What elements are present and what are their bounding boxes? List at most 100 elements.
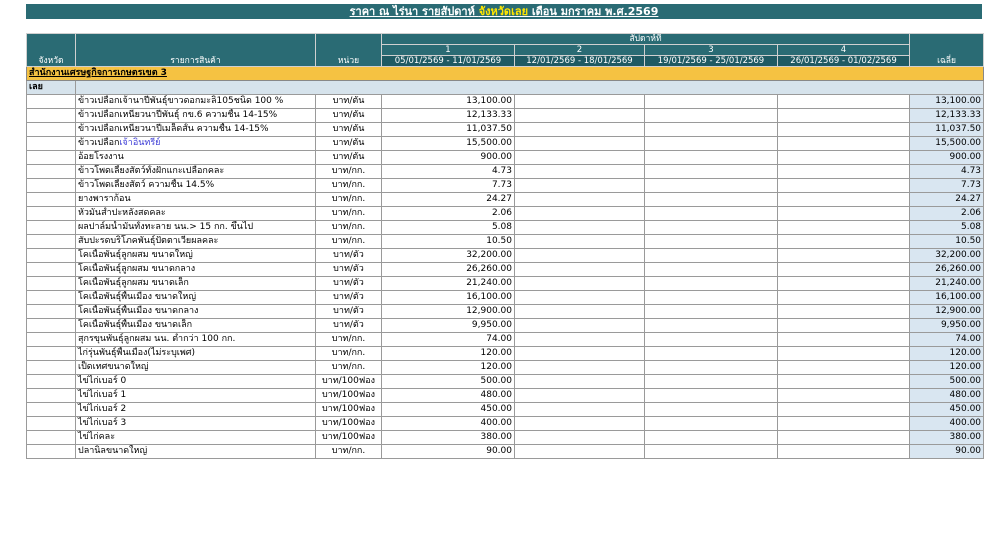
- unit-cell: บาท/ตัน: [315, 136, 382, 151]
- week3-cell: [644, 276, 778, 291]
- unit-cell: บาท/ตัน: [315, 122, 382, 137]
- header-week-range: 12/01/2569 - 18/01/2569: [514, 55, 645, 67]
- unit-cell: บาท/กก.: [315, 346, 382, 361]
- table-row: ไข่ไก่เบอร์ 1 บาท/100ฟอง 480.00 480.00: [26, 388, 985, 403]
- item-cell: ยางพาราก้อน: [75, 192, 316, 207]
- week2-cell: [514, 178, 645, 193]
- week4-cell: [776, 332, 911, 347]
- table-row: ข้าวโพดเลี้ยงสัตว์ทั้งฝักแกะเปลือกคละ บาท…: [26, 164, 985, 179]
- average-cell: 9,950.00: [909, 318, 985, 333]
- week2-cell: [514, 346, 645, 361]
- week2-cell: [514, 150, 645, 165]
- week1-cell: 74.00: [381, 332, 515, 347]
- average-cell: 16,100.00: [909, 290, 985, 305]
- week3-cell: [644, 206, 778, 221]
- week2-cell: [514, 430, 645, 445]
- average-cell: 5.08: [909, 220, 985, 235]
- province-cell: [26, 206, 76, 221]
- week2-cell: [514, 192, 645, 207]
- province-cell: [26, 360, 76, 375]
- table-row: ไก่รุ่นพันธุ์พื้นเมือง(ไม่ระบุเพศ) บาท/กก…: [26, 346, 985, 361]
- unit-cell: บาท/ตัว: [315, 290, 382, 305]
- week4-cell: [776, 248, 911, 263]
- week4-cell: [776, 416, 911, 431]
- week1-cell: 12,900.00: [381, 304, 515, 319]
- average-cell: 900.00: [909, 150, 985, 165]
- week4-cell: [776, 164, 911, 179]
- average-cell: 15,500.00: [909, 136, 985, 151]
- week1-cell: 450.00: [381, 402, 515, 417]
- week3-cell: [644, 290, 778, 305]
- week4-cell: [776, 150, 911, 165]
- week2-cell: [514, 304, 645, 319]
- week2-cell: [514, 248, 645, 263]
- unit-cell: บาท/100ฟอง: [315, 374, 382, 389]
- province-cell: [26, 164, 76, 179]
- table-row: โคเนื้อพันธุ์พื้นเมือง ขนาดใหญ่ บาท/ตัว 16…: [26, 290, 985, 305]
- week3-cell: [644, 360, 778, 375]
- week4-cell: [776, 430, 911, 445]
- province-cell: [26, 430, 76, 445]
- province-spacer: [74, 80, 985, 95]
- week4-cell: [776, 388, 911, 403]
- title-province: จังหวัดเลย: [478, 5, 529, 18]
- table-row: อ้อยโรงงาน บาท/ตัน 900.00 900.00: [26, 150, 985, 165]
- week3-cell: [644, 346, 778, 361]
- average-cell: 400.00: [909, 416, 985, 431]
- average-cell: 12,133.33: [909, 108, 985, 123]
- table-row: โคเนื้อพันธุ์ลูกผสม ขนาดเล็ก บาท/ตัว 21,24…: [26, 276, 985, 291]
- week1-cell: 9,950.00: [381, 318, 515, 333]
- average-cell: 12,900.00: [909, 304, 985, 319]
- province-cell: [26, 136, 76, 151]
- week4-cell: [776, 402, 911, 417]
- unit-cell: บาท/ตัว: [315, 276, 382, 291]
- week1-cell: 11,037.50: [381, 122, 515, 137]
- average-cell: 120.00: [909, 346, 985, 361]
- week4-cell: [776, 276, 911, 291]
- week2-cell: [514, 276, 645, 291]
- table-row: ปลานิลขนาดใหญ่ บาท/กก. 90.00 90.00: [26, 444, 985, 459]
- header-week-num: 2: [514, 44, 645, 56]
- unit-cell: บาท/100ฟอง: [315, 402, 382, 417]
- week2-cell: [514, 164, 645, 179]
- table-row: สุกรขุนพันธุ์ลูกผสม นน. ต่ำกว่า 100 กก. บ…: [26, 332, 985, 347]
- header-province: จังหวัด: [26, 33, 76, 67]
- week4-cell: [776, 346, 911, 361]
- week3-cell: [644, 220, 778, 235]
- item-cell: ปลานิลขนาดใหญ่: [75, 444, 316, 459]
- average-cell: 21,240.00: [909, 276, 985, 291]
- week1-cell: 21,240.00: [381, 276, 515, 291]
- week1-cell: 10.50: [381, 234, 515, 249]
- province-cell: [26, 346, 76, 361]
- table-row: ข้าวเปลือกเจ้าอินทรีย์ บาท/ตัน 15,500.00 15…: [26, 136, 985, 151]
- week4-cell: [776, 94, 911, 109]
- week1-cell: 380.00: [381, 430, 515, 445]
- week3-cell: [644, 402, 778, 417]
- table-row: โคเนื้อพันธุ์พื้นเมือง ขนาดกลาง บาท/ตัว 12…: [26, 304, 985, 319]
- office-row: สำนักงานเศรษฐกิจการเกษตรเขต 3: [25, 66, 985, 81]
- week4-cell: [776, 122, 911, 137]
- province-cell: [26, 262, 76, 277]
- week1-cell: 480.00: [381, 388, 515, 403]
- week2-cell: [514, 388, 645, 403]
- unit-cell: บาท/100ฟอง: [315, 388, 382, 403]
- item-cell: โคเนื้อพันธุ์พื้นเมือง ขนาดกลาง: [75, 304, 316, 319]
- table-row: สับปะรดบริโภคพันธุ์ปัตตาเวียผลคละ บาท/กก.…: [26, 234, 985, 249]
- average-cell: 450.00: [909, 402, 985, 417]
- unit-cell: บาท/ตัว: [315, 248, 382, 263]
- header-average: เฉลี่ย: [909, 33, 985, 67]
- week2-cell: [514, 444, 645, 459]
- province-cell: [26, 304, 76, 319]
- average-cell: 13,100.00: [909, 94, 985, 109]
- item-cell: ข้าวเปลือกเหนียวนาปีเมล็ดสั้น ความชื้น 1…: [75, 122, 316, 137]
- unit-cell: บาท/กก.: [315, 220, 382, 235]
- week3-cell: [644, 192, 778, 207]
- week3-cell: [644, 122, 778, 137]
- unit-cell: บาท/ตัน: [315, 150, 382, 165]
- week2-cell: [514, 402, 645, 417]
- province-cell: [26, 178, 76, 193]
- province-cell: [26, 192, 76, 207]
- table-row: ยางพาราก้อน บาท/กก. 24.27 24.27: [26, 192, 985, 207]
- week4-cell: [776, 360, 911, 375]
- average-cell: 2.06: [909, 206, 985, 221]
